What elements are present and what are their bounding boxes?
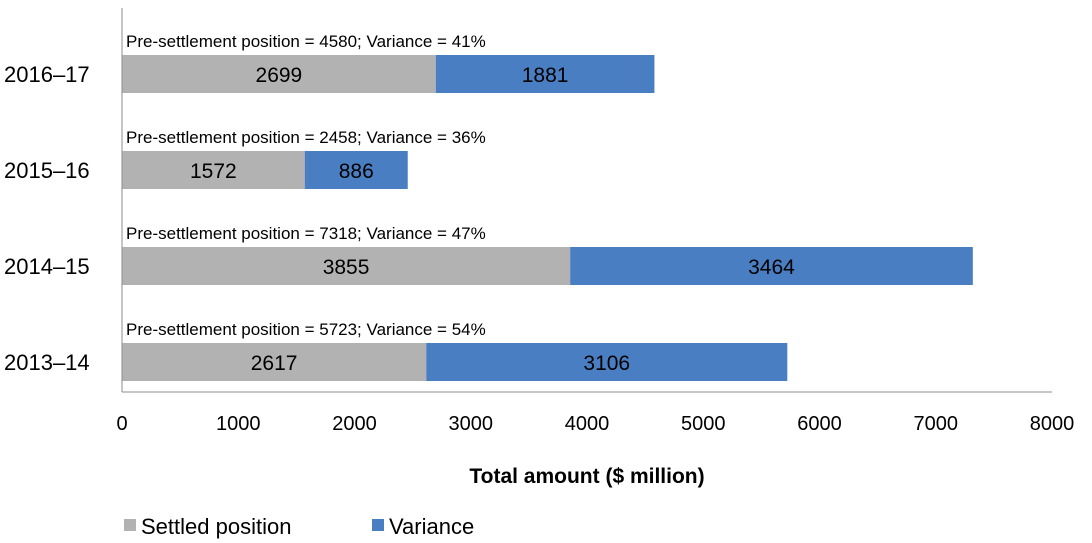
bar-value-label: 2699 [256,64,303,87]
category-label: 2013–14 [4,350,90,375]
category-label: 2014–15 [4,254,90,279]
x-tick-label: 1000 [216,413,261,435]
legend-label: Variance [389,514,474,539]
bar-settled-3 [122,55,436,93]
x-tick-label: 5000 [681,413,726,435]
bar-settled-2 [122,151,305,189]
bar-value-label: 3464 [748,256,795,279]
bar-variance-3 [435,55,655,93]
x-tick-label: 6000 [797,413,842,435]
bar-annotation: Pre-settlement position = 5723; Variance… [126,320,486,339]
category-label: 2015–16 [4,158,90,183]
x-tick-label: 4000 [565,413,610,435]
x-tick-label: 0 [116,413,127,435]
legend-label: Settled position [141,514,291,539]
labels-layer: 2617 3106 2013–14 Pre-settlement position =… [4,32,1074,435]
category-label: 2016–17 [4,62,90,87]
bar-value-label: 1572 [190,160,237,183]
bar-variance-1 [570,247,973,285]
bar-value-label: 3106 [583,352,630,375]
bar-value-label: 886 [339,160,374,183]
x-axis-title: Total amount ($ million) [469,465,704,488]
legend: Settled position Variance [124,514,474,539]
bar-annotation: Pre-settlement position = 7318; Variance… [126,224,486,243]
bar-value-label: 3855 [323,256,370,279]
bar-value-label: 2617 [251,352,298,375]
x-tick-label: 8000 [1030,413,1075,435]
bar-annotation: Pre-settlement position = 4580; Variance… [126,32,486,51]
x-tick-label: 2000 [332,413,377,435]
axes-layer [121,8,1052,393]
bar-variance-0 [426,343,788,381]
bar-annotation: Pre-settlement position = 2458; Variance… [126,128,486,147]
bar-settled-1 [122,247,571,285]
x-tick-label: 3000 [449,413,494,435]
bar-variance-2 [304,151,408,189]
bar-settled-0 [122,343,427,381]
x-tick-label: 7000 [914,413,959,435]
legend-swatch [372,519,384,531]
legend-swatch [124,519,136,531]
bar-value-label: 1881 [522,64,569,87]
bars-layer [122,55,973,381]
